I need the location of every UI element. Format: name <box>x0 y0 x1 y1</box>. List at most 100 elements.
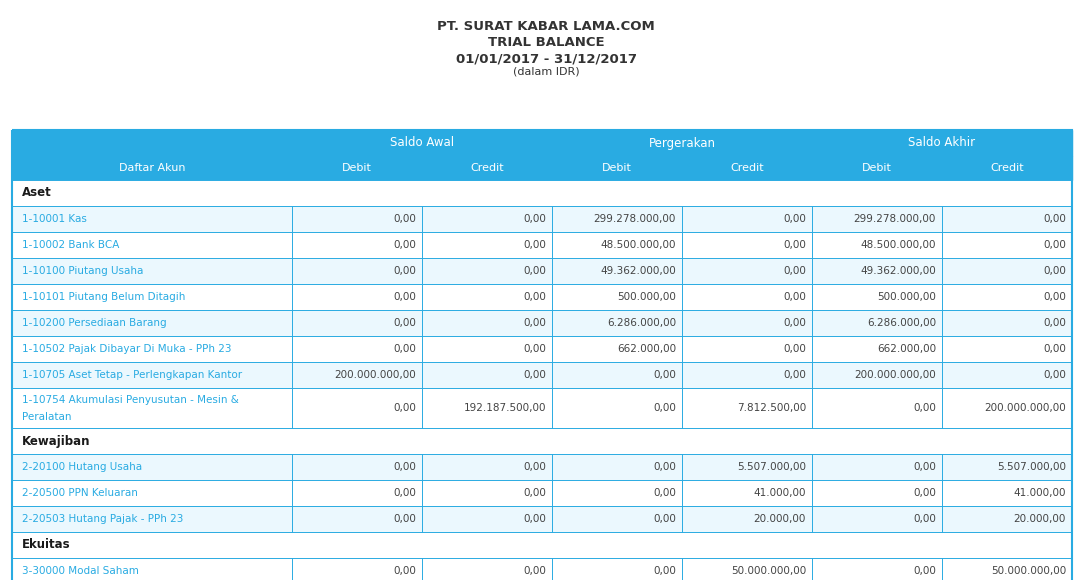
Bar <box>12 130 1072 580</box>
Text: 0,00: 0,00 <box>393 266 416 276</box>
Text: 1-10705 Aset Tetap - Perlengkapan Kantor: 1-10705 Aset Tetap - Perlengkapan Kantor <box>22 370 242 380</box>
Bar <box>12 428 1072 454</box>
Text: 0,00: 0,00 <box>913 462 936 472</box>
Text: 0,00: 0,00 <box>1043 292 1066 302</box>
Bar <box>12 180 1072 206</box>
Text: 662.000,00: 662.000,00 <box>617 344 676 354</box>
Text: 0,00: 0,00 <box>1043 344 1066 354</box>
Text: Peralatan: Peralatan <box>22 412 71 422</box>
Text: 20.000,00: 20.000,00 <box>753 514 806 524</box>
Text: Debit: Debit <box>342 163 372 173</box>
Text: 0,00: 0,00 <box>783 370 806 380</box>
Bar <box>12 336 1072 362</box>
Text: 299.278.000,00: 299.278.000,00 <box>854 214 936 224</box>
Text: 299.278.000,00: 299.278.000,00 <box>594 214 676 224</box>
Bar <box>292 130 551 156</box>
Bar <box>12 232 1072 258</box>
Text: 0,00: 0,00 <box>393 292 416 302</box>
Bar <box>12 362 1072 388</box>
Bar <box>682 156 812 180</box>
Text: 0,00: 0,00 <box>783 318 806 328</box>
Text: 1-10101 Piutang Belum Ditagih: 1-10101 Piutang Belum Ditagih <box>22 292 186 302</box>
Text: 0,00: 0,00 <box>913 514 936 524</box>
Text: 200.000.000,00: 200.000.000,00 <box>334 370 416 380</box>
Text: 500.000,00: 500.000,00 <box>877 292 936 302</box>
Text: Debit: Debit <box>602 163 632 173</box>
Bar <box>292 156 422 180</box>
Text: 0,00: 0,00 <box>1043 214 1066 224</box>
Bar <box>12 362 1072 388</box>
Text: 0,00: 0,00 <box>393 318 416 328</box>
Text: 0,00: 0,00 <box>913 566 936 576</box>
Text: Pergerakan: Pergerakan <box>649 136 715 150</box>
Text: 0,00: 0,00 <box>393 462 416 472</box>
Bar <box>12 284 1072 310</box>
Bar <box>12 156 292 180</box>
Bar <box>12 310 1072 336</box>
Bar <box>12 506 1072 532</box>
Text: 0,00: 0,00 <box>523 514 546 524</box>
Text: 50.000.000,00: 50.000.000,00 <box>990 566 1066 576</box>
Text: 0,00: 0,00 <box>653 370 676 380</box>
Text: 1-10754 Akumulasi Penyusutan - Mesin &: 1-10754 Akumulasi Penyusutan - Mesin & <box>22 395 239 405</box>
Bar <box>12 206 1072 232</box>
Text: 0,00: 0,00 <box>1043 266 1066 276</box>
Text: 1-10100 Piutang Usaha: 1-10100 Piutang Usaha <box>22 266 143 276</box>
Text: 662.000,00: 662.000,00 <box>877 344 936 354</box>
Text: 0,00: 0,00 <box>653 403 676 413</box>
Text: Kewajiban: Kewajiban <box>22 434 91 448</box>
Text: Debit: Debit <box>862 163 892 173</box>
Text: 0,00: 0,00 <box>913 403 936 413</box>
Text: 0,00: 0,00 <box>393 344 416 354</box>
Bar <box>12 258 1072 284</box>
Text: 0,00: 0,00 <box>653 462 676 472</box>
Text: Saldo Awal: Saldo Awal <box>390 136 454 150</box>
Text: 0,00: 0,00 <box>1043 240 1066 250</box>
Bar <box>12 454 1072 480</box>
Text: 20.000,00: 20.000,00 <box>1013 514 1066 524</box>
Text: 1-10502 Pajak Dibayar Di Muka - PPh 23: 1-10502 Pajak Dibayar Di Muka - PPh 23 <box>22 344 232 354</box>
Text: 6.286.000,00: 6.286.000,00 <box>607 318 676 328</box>
Text: 2-20500 PPN Keluaran: 2-20500 PPN Keluaran <box>22 488 138 498</box>
Text: 200.000.000,00: 200.000.000,00 <box>984 403 1066 413</box>
Bar <box>12 480 1072 506</box>
Text: 1-10200 Persediaan Barang: 1-10200 Persediaan Barang <box>22 318 167 328</box>
Text: Credit: Credit <box>471 163 503 173</box>
Text: 1-10002 Bank BCA: 1-10002 Bank BCA <box>22 240 119 250</box>
Text: PT. SURAT KABAR LAMA.COM: PT. SURAT KABAR LAMA.COM <box>437 20 655 33</box>
Bar <box>12 284 1072 310</box>
Text: 2-20100 Hutang Usaha: 2-20100 Hutang Usaha <box>22 462 142 472</box>
Text: 0,00: 0,00 <box>393 240 416 250</box>
Text: 0,00: 0,00 <box>523 566 546 576</box>
Bar <box>12 310 1072 336</box>
Bar <box>12 180 1072 206</box>
Text: 500.000,00: 500.000,00 <box>617 292 676 302</box>
Text: (dalam IDR): (dalam IDR) <box>512 66 580 76</box>
Bar <box>12 336 1072 362</box>
Text: 0,00: 0,00 <box>523 318 546 328</box>
Text: Aset: Aset <box>22 187 51 200</box>
Bar <box>12 532 1072 558</box>
Text: 50.000.000,00: 50.000.000,00 <box>731 566 806 576</box>
Bar <box>12 130 292 156</box>
Text: 49.362.000,00: 49.362.000,00 <box>860 266 936 276</box>
Bar <box>12 480 1072 506</box>
Text: 01/01/2017 - 31/12/2017: 01/01/2017 - 31/12/2017 <box>455 52 637 65</box>
Bar <box>12 532 1072 558</box>
Text: 0,00: 0,00 <box>523 214 546 224</box>
Bar <box>812 156 942 180</box>
Text: 0,00: 0,00 <box>653 488 676 498</box>
Text: Credit: Credit <box>731 163 763 173</box>
Text: 0,00: 0,00 <box>393 488 416 498</box>
Bar <box>12 232 1072 258</box>
Text: 5.507.000,00: 5.507.000,00 <box>737 462 806 472</box>
Text: 48.500.000,00: 48.500.000,00 <box>601 240 676 250</box>
Text: 0,00: 0,00 <box>783 344 806 354</box>
Text: 192.187.500,00: 192.187.500,00 <box>463 403 546 413</box>
Text: 49.362.000,00: 49.362.000,00 <box>601 266 676 276</box>
Text: 0,00: 0,00 <box>393 403 416 413</box>
Bar <box>12 428 1072 454</box>
Text: 7.812.500,00: 7.812.500,00 <box>737 403 806 413</box>
Text: 0,00: 0,00 <box>1043 370 1066 380</box>
Text: 0,00: 0,00 <box>523 462 546 472</box>
